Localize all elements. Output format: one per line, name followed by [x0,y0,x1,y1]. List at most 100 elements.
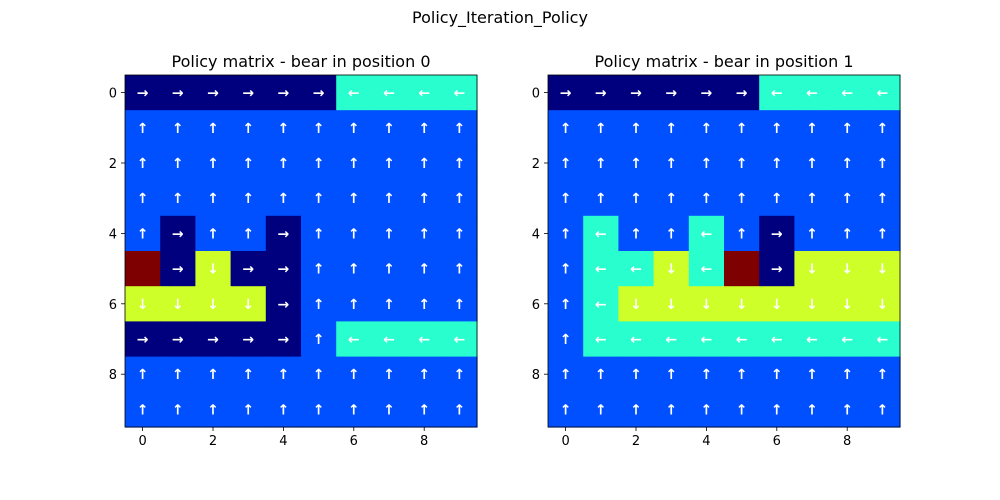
heatmap-cell [548,391,584,428]
policy-arrow: ↑ [560,332,572,348]
policy-arrow: ↑ [418,121,430,137]
heatmap-cell [125,215,161,252]
heatmap-cell [618,75,655,111]
policy-arrow: ↓ [841,262,853,278]
heatmap-cell [653,321,690,358]
policy-arrow: ← [841,86,853,102]
policy-arrow: ↑ [348,262,360,278]
axes-frame [124,74,478,428]
heatmap-cell [406,251,443,287]
policy-arrow: ↑ [278,121,290,137]
heatmap-cell [548,215,584,252]
policy-arrow: ↑ [736,156,748,172]
policy-arrow: ↓ [665,297,677,313]
policy-arrow: ↑ [806,191,818,207]
heatmap-cell [759,251,795,287]
policy-arrow: ↑ [771,156,783,172]
x-tick-label: 6 [773,434,781,449]
policy-arrow: ↑ [207,191,219,207]
heatmap-cell [265,391,302,428]
policy-arrow: ↑ [701,367,713,383]
heatmap-cell [759,180,795,217]
heatmap-cell [301,75,337,111]
heatmap-cell [618,321,655,358]
policy-arrow: ↓ [806,297,818,313]
heatmap-cell [301,145,337,182]
heatmap-cell [230,75,267,111]
heatmap-cell [406,180,443,217]
policy-arrow: ↑ [383,402,395,418]
policy-arrow: ↑ [736,191,748,207]
heatmap-cell [336,180,372,217]
policy-arrow: ↑ [454,367,466,383]
policy-arrow: ↑ [630,191,642,207]
policy-arrow: ↑ [665,191,677,207]
policy-arrow: → [736,86,748,102]
heatmap-cell [759,215,795,252]
policy-arrow: ↑ [560,191,572,207]
policy-arrow: ← [806,332,818,348]
heatmap-cell [864,110,901,146]
heatmap-cell [195,356,232,393]
heatmap-cell [653,356,690,393]
heatmap-cell [548,356,584,393]
policy-arrow: ↑ [348,156,360,172]
heatmap-cell [724,321,760,358]
heatmap-cell [548,286,584,322]
policy-arrow: ← [383,332,395,348]
heatmap-cell [618,145,655,182]
policy-arrow: ↑ [137,121,149,137]
policy-arrow: ↑ [348,121,360,137]
policy-arrow: → [278,262,290,278]
policy-arrow: ↑ [207,156,219,172]
policy-arrow: ↑ [242,402,254,418]
heatmap-cell [230,145,267,182]
policy-arrow: ↑ [313,226,325,242]
heatmap-cell [160,110,196,146]
heatmap-cell [441,110,478,146]
policy-arrow: ← [736,332,748,348]
policy-arrow: ← [877,86,889,102]
policy-arrow: ↑ [701,191,713,207]
policy-arrow: ↑ [630,226,642,242]
policy-arrow: ← [348,86,360,102]
heatmap-cell [864,251,901,287]
heatmap-cell [195,145,232,182]
heatmap-cell [230,286,267,322]
policy-arrow: ↑ [172,402,184,418]
heatmap-cell [230,251,267,287]
policy-arrow: ← [841,332,853,348]
heatmap-cell [583,110,619,146]
heatmap-cell [653,75,690,111]
heatmap-cell [406,145,443,182]
policy-arrow: ← [771,332,783,348]
heatmap-cell [829,110,866,146]
heatmap-cell [724,251,760,287]
policy-arrow: ↓ [172,297,184,313]
policy-arrow: → [172,332,184,348]
policy-arrow: ↑ [560,121,572,137]
policy-arrow: ← [877,332,889,348]
policy-panel-bear-1: Policy matrix - bear in position 1 → → → → → →… [532,52,901,449]
policy-arrow: ↑ [172,121,184,137]
policy-arrow: ← [630,262,642,278]
heatmap-cell [336,356,372,393]
heatmap-cell [724,145,760,182]
policy-arrow: ↑ [418,262,430,278]
policy-arrow: ↑ [665,367,677,383]
heatmap-cell [759,356,795,393]
heatmap-cell [829,251,866,287]
policy-arrow: ↑ [841,156,853,172]
heatmap-cell [160,251,196,287]
policy-arrow: → [137,86,149,102]
policy-arrow: ↑ [278,402,290,418]
heatmap-cell [583,180,619,217]
policy-arrow: → [630,86,642,102]
heatmap-cell [688,356,725,393]
heatmap-cell [265,251,302,287]
policy-arrow: ← [771,86,783,102]
policy-arrow: ↑ [630,156,642,172]
policy-arrow: ↑ [665,121,677,137]
heatmap-cell [195,215,232,252]
policy-arrow: ↑ [172,191,184,207]
